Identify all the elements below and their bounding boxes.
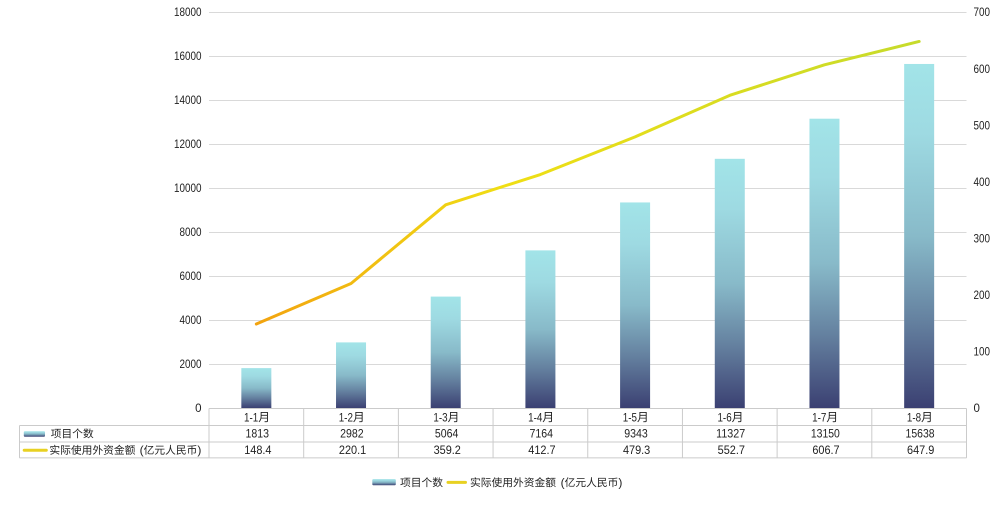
svg-text:2982: 2982 <box>340 426 364 440</box>
svg-text:18000: 18000 <box>174 7 202 19</box>
svg-text:647.9: 647.9 <box>907 443 935 457</box>
svg-text:(: ( <box>561 475 565 489</box>
svg-text:148.4: 148.4 <box>244 443 272 457</box>
svg-text:1-1: 1-1 <box>244 412 258 424</box>
svg-text:359.2: 359.2 <box>434 443 462 457</box>
svg-text:12000: 12000 <box>174 139 202 151</box>
svg-text:1-4: 1-4 <box>528 412 543 424</box>
svg-text:10000: 10000 <box>174 183 202 195</box>
svg-text:14000: 14000 <box>174 95 202 107</box>
svg-text:479.3: 479.3 <box>623 443 651 457</box>
svg-text:220.1: 220.1 <box>339 443 367 457</box>
svg-text:1-5: 1-5 <box>623 412 637 424</box>
svg-text:1-2: 1-2 <box>339 412 353 424</box>
svg-text:412.7: 412.7 <box>528 443 556 457</box>
svg-text:1-6: 1-6 <box>717 412 731 424</box>
svg-text:0: 0 <box>195 403 201 415</box>
svg-text:100: 100 <box>974 347 991 359</box>
svg-text:6000: 6000 <box>180 271 202 283</box>
svg-text:1-8: 1-8 <box>907 412 921 424</box>
svg-text:5064: 5064 <box>435 426 459 440</box>
svg-text:1-7: 1-7 <box>812 412 826 424</box>
svg-text:9343: 9343 <box>624 426 648 440</box>
svg-text:700: 700 <box>974 7 991 19</box>
svg-text:2000: 2000 <box>180 359 202 371</box>
svg-text:400: 400 <box>974 177 991 189</box>
svg-text:16000: 16000 <box>174 51 202 63</box>
svg-text:7164: 7164 <box>530 426 554 440</box>
svg-text:500: 500 <box>974 120 991 132</box>
svg-text:0: 0 <box>974 403 980 415</box>
svg-text:552.7: 552.7 <box>718 443 746 457</box>
svg-text:): ) <box>618 475 622 489</box>
svg-text:1-3: 1-3 <box>433 412 447 424</box>
svg-text:600: 600 <box>974 64 991 76</box>
svg-text:(: ( <box>140 443 144 457</box>
svg-text:606.7: 606.7 <box>812 443 840 457</box>
svg-text:4000: 4000 <box>180 315 202 327</box>
svg-text:11327: 11327 <box>716 426 745 440</box>
svg-text:1813: 1813 <box>245 426 269 440</box>
svg-text:): ) <box>197 443 201 457</box>
svg-text:15638: 15638 <box>906 426 935 440</box>
svg-text:13150: 13150 <box>811 426 840 440</box>
svg-text:200: 200 <box>974 290 991 302</box>
svg-text:8000: 8000 <box>180 227 202 239</box>
svg-text:300: 300 <box>974 233 991 245</box>
